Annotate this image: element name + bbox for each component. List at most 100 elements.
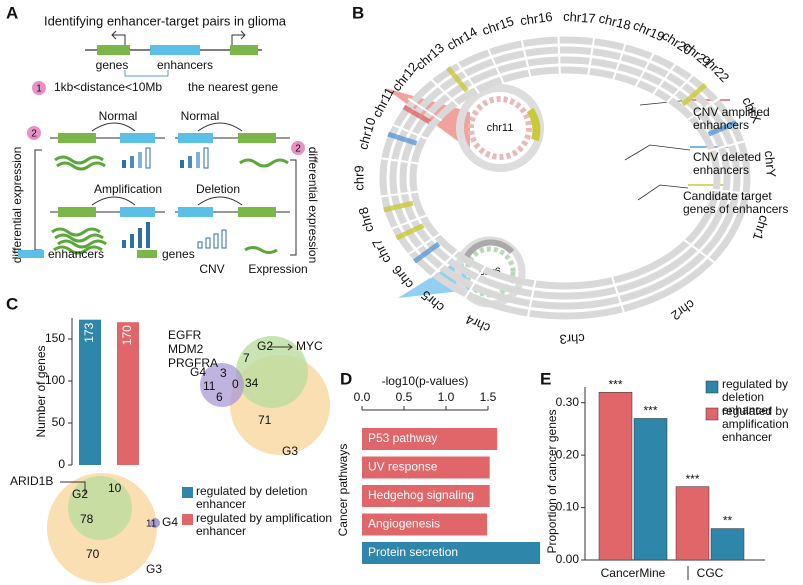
signal-bars [122,222,227,249]
condition-label: Normal [181,109,220,123]
ring-separator [463,265,487,300]
chromosome-label: chr10 [355,116,378,151]
gene-label: PRGFRA [168,356,218,370]
inset-segment [526,107,541,142]
gene-label: EGFR [168,328,202,342]
signal-bars [122,147,209,169]
y-tick-label: 0.20 [556,447,580,461]
significance-label: *** [643,404,657,418]
count: 11 [146,519,157,530]
callout-arrow [60,481,86,495]
ring-separator [707,139,747,153]
set-label: G4 [190,365,206,379]
count: 34 [245,376,259,390]
side-label: differential expression [306,147,320,264]
ring-separator [390,123,429,140]
panel-label: A [6,3,18,22]
ring-separator [557,34,561,75]
step-number: 2 [295,144,301,155]
y-axis-label: Proportion of cancer genes [545,409,559,553]
ring-separator [687,96,722,121]
count: 11 [203,379,216,393]
interaction-arrow [91,196,136,206]
legend-label: genes [162,247,195,261]
ring-separator [634,50,656,88]
enhancer-box [178,207,213,217]
ring-separator [520,37,532,78]
chromosome-label: chr2 [669,297,698,324]
significance-label: ** [723,514,733,528]
chromosome-label: chr17 [563,9,596,26]
legend-label: CNV amplified enhancers [693,105,770,132]
ring-highlight [387,131,418,146]
set-label: G2 [257,339,273,353]
ring-separator [407,97,443,122]
callout-arrow [270,343,293,351]
condition-label: Normal [99,109,138,123]
bar [117,322,139,465]
tss-arrow [231,30,246,45]
y-tick-label: 50 [52,415,66,429]
ring-separator [611,276,626,315]
legend-swatch [182,514,193,525]
count: 10 [108,481,122,495]
bar [675,486,710,561]
circos-plot: chr11 chr6 chr1chr2chr3chr4chr5chr6chr7c… [351,9,779,347]
expression-wave [54,155,289,171]
ring-separator [378,156,419,165]
venn-1: EGFR MDM2 PRGFRA MYC G2 G4 G3 11 3 0 6 3… [168,328,330,458]
bracket [34,149,42,251]
y-tick-label: 0.30 [556,395,580,409]
gene-box [238,207,276,217]
x-tick-label: CancerMine [601,566,666,580]
inset-label: chr11 [487,122,514,134]
chromosome-label: chr14 [444,24,480,53]
set-label: G3 [146,562,162,576]
enhancer-box [150,45,200,55]
enhancer-box [120,133,155,143]
chromosome-label: chr15 [480,13,516,38]
ring-highlight [413,241,441,264]
set-label: G4 [162,515,178,529]
ring-separator [486,46,505,84]
chromosome-label: chr16 [519,9,553,28]
category-label: Hedgehog signaling [368,488,474,502]
count: 6 [216,390,223,404]
gene-label: ARID1B [10,474,53,488]
venn-set [150,518,160,528]
ring-separator [429,249,460,279]
y-tick-label: 0.10 [556,500,580,514]
chromosome-label: chr11 [369,85,397,120]
category-label: P53 pathway [368,431,437,445]
step-number: 2 [31,129,37,140]
enhancer-box [178,133,213,143]
bar [362,513,488,536]
x-tick-label: 0.0 [354,390,371,404]
venn-set [236,336,308,408]
condition-label: Amplification [94,182,162,196]
legend-swatch [18,250,44,258]
circos-ring [389,46,741,310]
chromosome-label: chr7 [369,236,394,265]
legend-swatch [137,250,157,258]
ring-highlight [446,66,469,93]
chromosome-label: chr18 [597,11,632,33]
y-tick-label: 100 [45,373,65,387]
ring-highlight [681,82,708,107]
legend-label: regulated by deletion enhancer [196,484,308,511]
set-label: G3 [282,444,298,458]
count: 70 [86,547,100,561]
tss-arrow [111,30,126,45]
panel-label: B [352,3,364,22]
value-label: 170 [120,325,134,345]
ring-separator [683,239,717,265]
x-tick-label: 1.5 [480,390,497,404]
ring-highlight [395,223,425,241]
ring-separator [612,41,628,80]
bracket [124,70,169,77]
legend-swatch [705,407,719,421]
ring-separator [652,61,678,95]
panel-label: D [340,369,352,388]
bar [362,542,541,564]
legend-label: regulated by amplification enhancer [722,404,789,444]
